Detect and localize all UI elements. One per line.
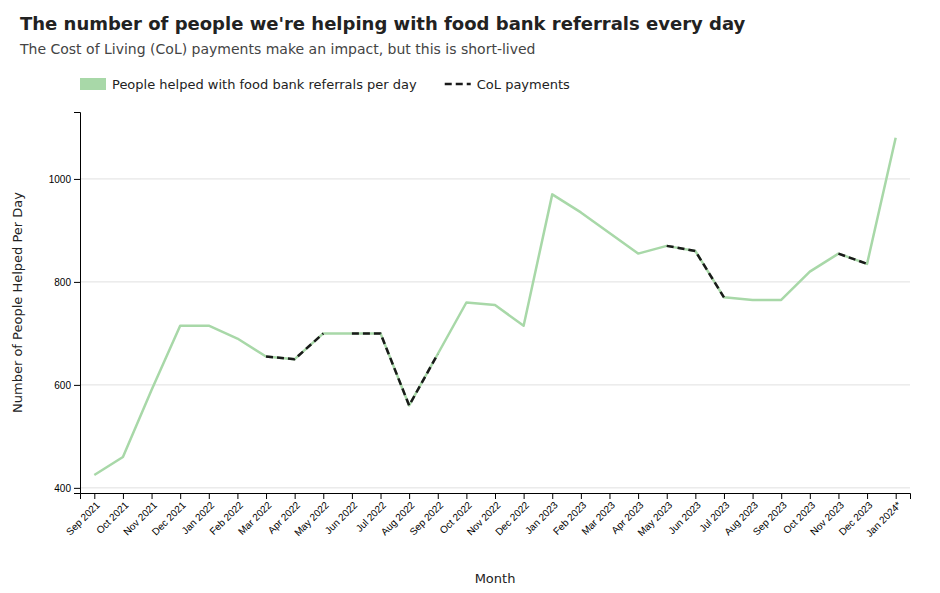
x-tick-mark — [94, 493, 95, 499]
y-tick: 1000 — [49, 174, 80, 185]
legend-swatch — [80, 78, 106, 90]
x-tick-mark — [266, 493, 267, 499]
x-tick-mark — [838, 493, 839, 499]
x-tick-mark — [295, 493, 296, 499]
segment-line — [266, 333, 323, 359]
x-tick-mark — [552, 493, 553, 499]
x-tick-mark — [524, 493, 525, 499]
segment-line — [667, 246, 724, 297]
x-tick-mark — [180, 493, 181, 499]
legend-item: People helped with food bank referrals p… — [80, 77, 417, 92]
x-tick-mark — [152, 493, 153, 499]
y-tick-label: 400 — [54, 483, 71, 494]
y-tick-mark — [74, 282, 80, 283]
x-tick-mark — [667, 493, 668, 499]
x-tick-mark — [495, 493, 496, 499]
legend-item: CoL payments — [445, 77, 570, 92]
y-tick-mark — [74, 488, 80, 489]
x-tick-mark — [352, 493, 353, 499]
y-tick: 600 — [54, 380, 80, 391]
y-axis-title: Number of People Helped Per Day — [10, 192, 25, 413]
legend: People helped with food bank referrals p… — [80, 77, 570, 92]
y-tick: 400 — [54, 483, 80, 494]
x-axis: Sep 2021Oct 2021Nov 2021Dec 2021Jan 2022… — [64, 493, 911, 539]
x-tick-mark — [581, 493, 582, 499]
y-tick-label: 800 — [54, 277, 71, 288]
x-tick-mark — [381, 493, 382, 499]
grid-line — [80, 487, 910, 488]
grid-line — [80, 281, 910, 282]
x-tick: Jun 2022 — [323, 493, 360, 536]
x-tick-mark — [209, 493, 210, 499]
x-tick-label: Jun 2023 — [666, 499, 703, 536]
x-tick-mark — [896, 493, 897, 499]
y-tick-label: 1000 — [49, 174, 72, 185]
x-tick-mark — [409, 493, 410, 499]
y-tick-label: 600 — [54, 380, 71, 391]
x-tick-mark — [753, 493, 754, 499]
y-axis-line — [74, 113, 81, 494]
x-tick-mark — [810, 493, 811, 499]
chart-svg: The number of people we're helping with … — [0, 0, 940, 593]
grid — [80, 179, 910, 488]
segment-line — [838, 254, 867, 264]
legend-swatch — [445, 83, 471, 86]
legend-label: CoL payments — [477, 77, 570, 92]
legend-label: People helped with food bank referrals p… — [112, 77, 417, 92]
marks — [94, 138, 895, 475]
x-tick-mark — [466, 493, 467, 499]
x-tick-mark — [438, 493, 439, 499]
x-axis-line — [81, 494, 911, 500]
x-tick-mark — [323, 493, 324, 499]
x-tick-mark — [123, 493, 124, 499]
x-tick-label: Jan 2024* — [864, 499, 904, 539]
y-tick-mark — [74, 385, 80, 386]
x-axis-title: Month — [475, 571, 516, 586]
x-tick-mark — [724, 493, 725, 499]
x-tick-mark — [638, 493, 639, 499]
x-tick: Jun 2023 — [666, 493, 703, 536]
grid-line — [80, 178, 910, 179]
subtitle: The Cost of Living (CoL) payments make a… — [19, 41, 536, 57]
x-tick-mark — [237, 493, 238, 499]
y-tick: 800 — [54, 277, 80, 288]
chart-container: The number of people we're helping with … — [0, 0, 940, 593]
title: The number of people we're helping with … — [20, 13, 746, 34]
x-tick-mark — [695, 493, 696, 499]
y-axis: 400 600 800 1000 — [49, 113, 81, 494]
x-tick-mark — [609, 493, 610, 499]
x-tick-label: Jun 2022 — [323, 499, 360, 536]
x-tick-mark — [867, 493, 868, 499]
plot-area: 400 600 800 1000 Sep 2021Oct 2021Nov 2021Dec… — [49, 113, 911, 539]
y-tick-mark — [74, 179, 80, 180]
x-tick-mark — [781, 493, 782, 499]
segment-line — [352, 333, 438, 405]
series-line — [94, 138, 895, 475]
x-tick: Jan 2024* — [864, 493, 904, 539]
grid-line — [80, 384, 910, 385]
